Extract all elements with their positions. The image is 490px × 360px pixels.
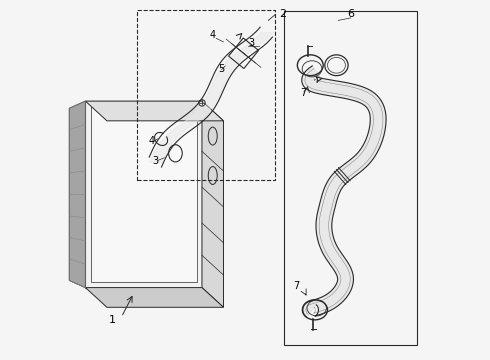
Polygon shape <box>91 107 196 282</box>
Text: 2: 2 <box>279 9 286 19</box>
Polygon shape <box>85 288 223 307</box>
Text: 4: 4 <box>149 136 155 146</box>
Text: 7: 7 <box>300 88 307 98</box>
Text: 1: 1 <box>109 315 116 325</box>
Polygon shape <box>202 101 223 307</box>
Text: 6: 6 <box>347 9 354 19</box>
Text: 7: 7 <box>293 282 299 291</box>
Bar <box>228 38 259 68</box>
Bar <box>285 12 417 345</box>
Polygon shape <box>85 101 202 288</box>
Polygon shape <box>69 101 85 288</box>
Text: 3: 3 <box>152 156 159 166</box>
Text: 3: 3 <box>248 37 255 48</box>
Text: 5: 5 <box>218 64 224 75</box>
Polygon shape <box>85 101 223 121</box>
Text: 4: 4 <box>209 30 215 40</box>
Polygon shape <box>302 66 386 317</box>
